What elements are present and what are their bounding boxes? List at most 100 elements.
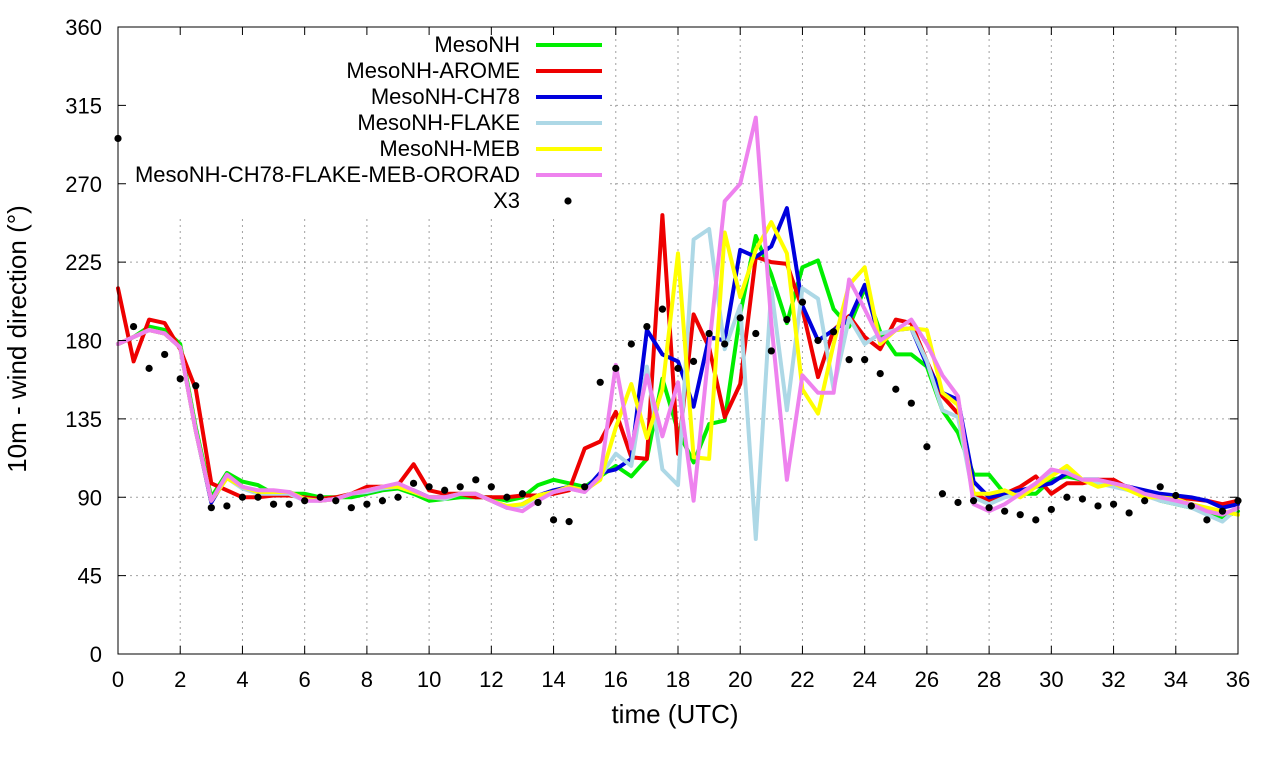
- legend-label: MesoNH-CH78-FLAKE-MEB-ORORAD: [135, 162, 520, 187]
- data-point: [301, 497, 309, 505]
- x-tick-label: 4: [236, 667, 248, 692]
- x-tick-label: 10: [417, 667, 441, 692]
- legend-label: X3: [493, 188, 520, 213]
- data-point: [581, 483, 589, 491]
- x-tick-label: 30: [1039, 667, 1063, 692]
- data-point: [207, 504, 215, 512]
- data-point: [689, 357, 698, 365]
- data-point: [456, 483, 464, 491]
- plot-series: [114, 115, 1242, 541]
- data-point: [1032, 516, 1040, 524]
- y-tick-label: 180: [65, 329, 102, 354]
- data-point: [705, 329, 713, 338]
- data-point: [503, 493, 511, 501]
- x-tick-label: 12: [479, 667, 503, 692]
- x-tick-label: 28: [977, 667, 1001, 692]
- data-point: [876, 369, 884, 378]
- data-point: [627, 340, 635, 348]
- data-point: [954, 498, 962, 507]
- data-point: [938, 490, 947, 498]
- data-point: [923, 443, 931, 451]
- data-point: [549, 516, 558, 524]
- data-point: [176, 375, 184, 383]
- data-point: [1078, 495, 1087, 503]
- data-point: [721, 340, 729, 348]
- x-tick-label: 18: [666, 667, 690, 692]
- x-tick-label: 2: [174, 667, 186, 692]
- data-point: [285, 500, 293, 508]
- grid: [118, 27, 1238, 654]
- data-point: [752, 329, 760, 338]
- data-point: [1001, 507, 1009, 515]
- plot-frame: [117, 26, 1239, 655]
- y-axis-title: 10m - wind direction (°): [2, 205, 32, 473]
- x-tick-label: 26: [915, 667, 939, 692]
- data-point: [316, 493, 324, 501]
- data-point: [783, 316, 791, 324]
- legend-label: MesoNH-FLAKE: [357, 110, 520, 135]
- data-point: [363, 500, 371, 508]
- data-point: [1187, 502, 1195, 510]
- x-axis-title: time (UTC): [611, 699, 738, 729]
- x-tick-label: 16: [604, 667, 628, 692]
- y-tick-label: 225: [65, 250, 102, 275]
- data-point: [767, 347, 775, 355]
- x-tick-label: 0: [112, 667, 124, 692]
- x-tick-label: 36: [1226, 667, 1250, 692]
- data-point: [518, 490, 527, 498]
- series-x3: [114, 134, 1242, 526]
- data-point: [1063, 493, 1071, 501]
- data-point: [129, 322, 138, 331]
- data-point: [269, 500, 278, 508]
- data-point: [658, 305, 667, 313]
- legend-label: MesoNH-CH78: [371, 84, 520, 109]
- data-point: [223, 502, 231, 510]
- data-point: [441, 486, 449, 494]
- data-point: [1156, 483, 1164, 491]
- data-point: [192, 382, 200, 390]
- data-point: [394, 493, 402, 501]
- data-point: [861, 356, 869, 364]
- x-tick-label: 6: [299, 667, 311, 692]
- data-point: [1172, 491, 1180, 500]
- data-point: [969, 497, 978, 505]
- y-tick-label: 360: [65, 15, 102, 40]
- legend-label: MesoNH-MEB: [379, 136, 520, 161]
- data-point: [145, 364, 153, 372]
- x-tick-label: 34: [1164, 667, 1188, 692]
- y-tick-label: 45: [78, 564, 102, 589]
- x-tick-label: 32: [1101, 667, 1125, 692]
- y-tick-label: 0: [90, 642, 102, 667]
- data-point: [378, 497, 387, 505]
- data-point: [238, 493, 247, 501]
- data-point: [534, 498, 542, 507]
- data-point: [674, 364, 682, 372]
- data-point: [1125, 509, 1133, 517]
- data-point: [487, 483, 495, 491]
- x-tick-label: 22: [790, 667, 814, 692]
- y-tick-label: 135: [65, 407, 102, 432]
- data-point: [985, 504, 993, 512]
- data-point: [845, 356, 853, 364]
- x-tick-label: 14: [541, 667, 565, 692]
- legend-swatch: [564, 197, 572, 205]
- data-point: [612, 364, 620, 372]
- data-point: [1047, 505, 1055, 514]
- data-point: [798, 298, 807, 306]
- data-point: [409, 479, 418, 487]
- data-point: [347, 504, 355, 512]
- data-point: [425, 483, 433, 491]
- data-point: [596, 378, 604, 386]
- data-point: [907, 399, 915, 407]
- legend: MesoNHMesoNH-AROMEMesoNH-CH78MesoNH-FLAK…: [135, 32, 602, 213]
- y-tick-label: 315: [65, 93, 102, 118]
- data-point: [332, 497, 340, 505]
- data-point: [472, 476, 480, 484]
- data-point: [254, 493, 262, 501]
- data-point: [892, 385, 900, 393]
- legend-label: MesoNH-AROME: [346, 58, 520, 83]
- data-point: [814, 336, 822, 345]
- data-point: [1109, 500, 1118, 508]
- data-point: [1141, 497, 1149, 505]
